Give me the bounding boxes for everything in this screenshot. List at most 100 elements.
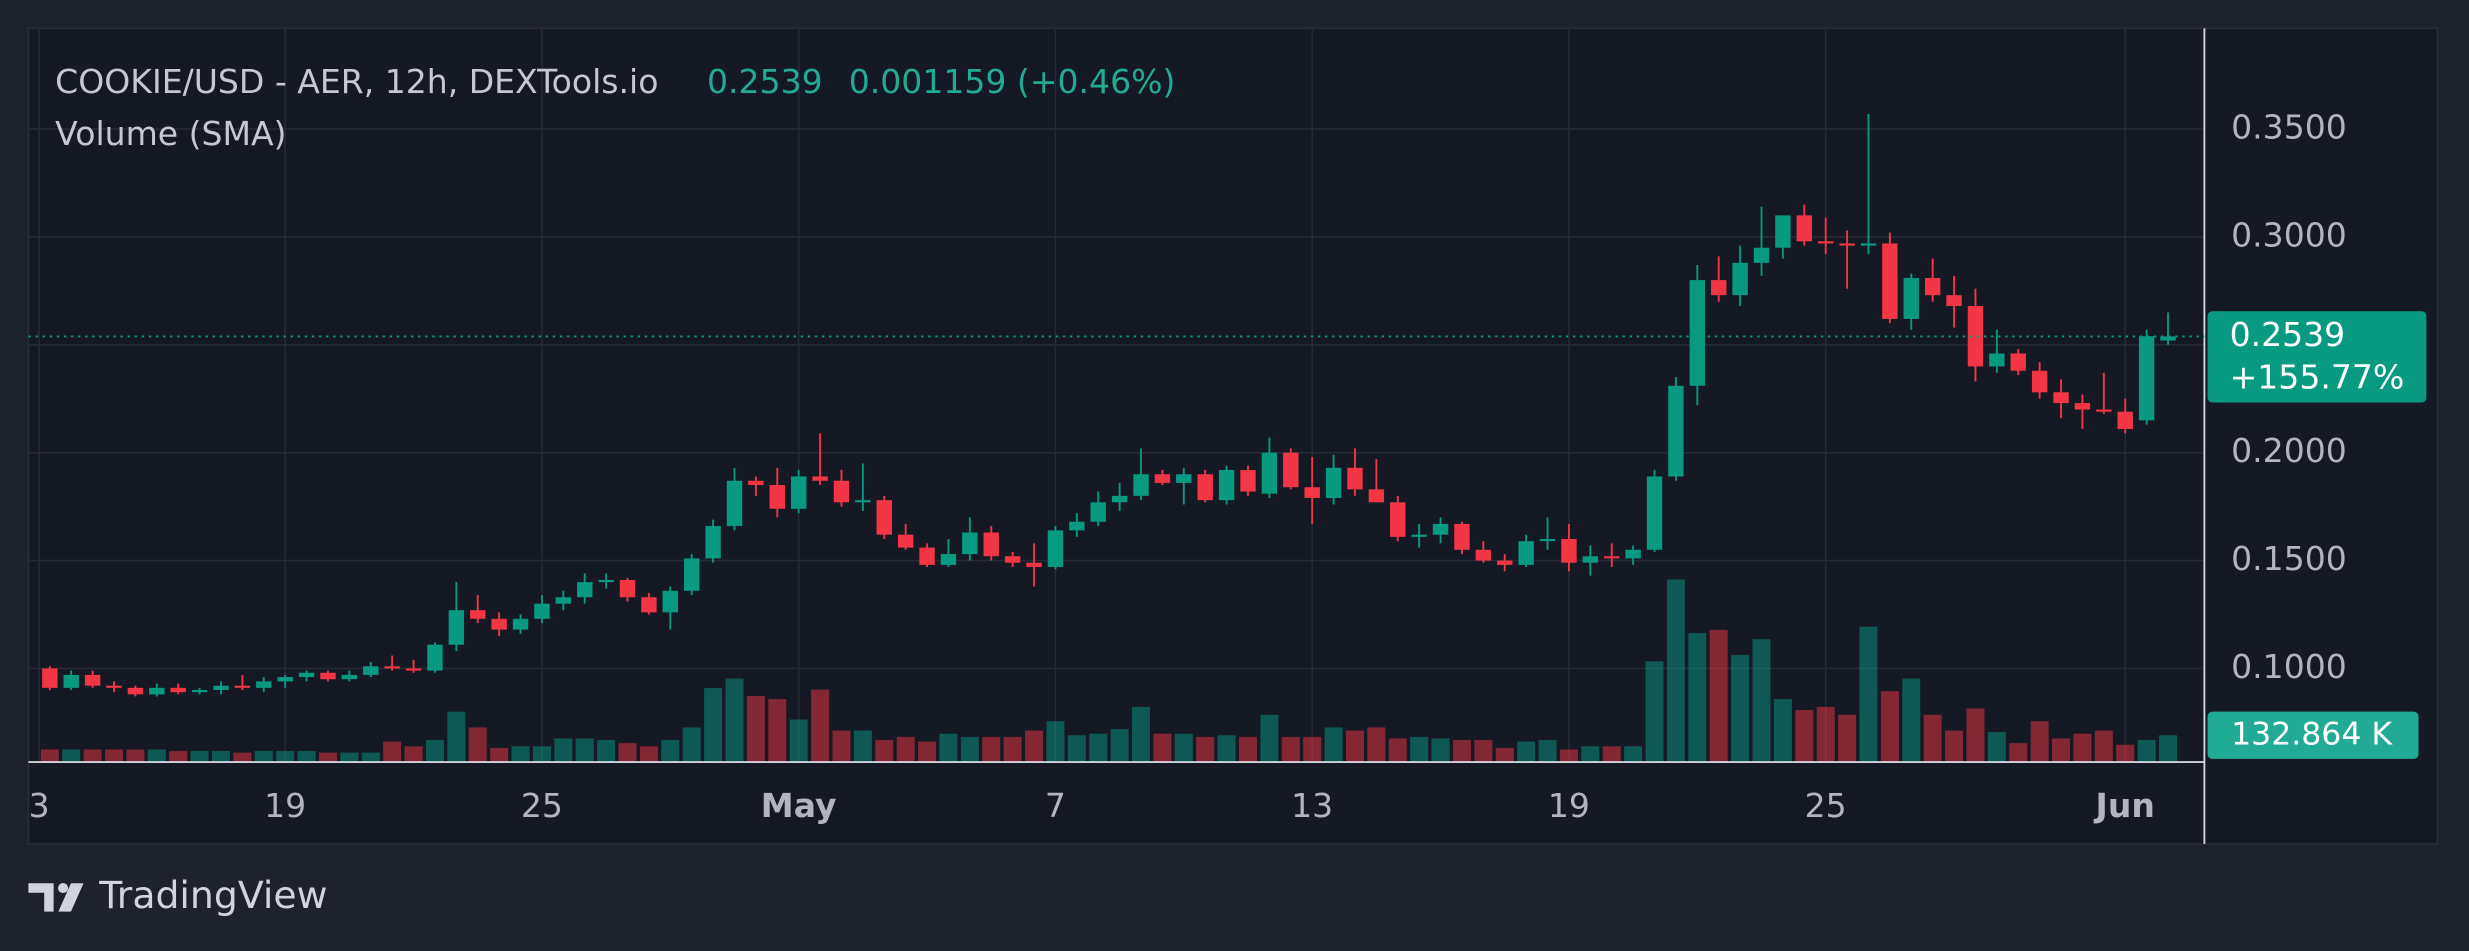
candle-body [341,674,358,680]
volume-bar [276,751,295,763]
x-tick-label: May [761,786,837,825]
volume-bar [254,751,273,763]
volume-bar [361,752,380,763]
candle-body [598,579,614,583]
candle-body [1989,353,2005,367]
candle-body [1004,556,1021,563]
candle-body [1561,538,1577,563]
candle-body [1967,305,1984,367]
candle-body [726,480,743,527]
candle-body [1668,385,1684,477]
volume-bar [1196,736,1215,763]
candle-body [940,554,957,565]
volume-bar [1602,746,1621,763]
candle-body [833,480,850,503]
candle-body [876,500,892,535]
volume-bar [233,752,252,763]
volume-bar [1089,733,1108,763]
volume-bar [2094,730,2113,763]
candle-body [42,668,58,688]
candle-body [1711,280,1727,296]
volume-bar [1581,746,1600,763]
volume-bar [768,699,787,763]
candle-body [790,476,807,509]
volume-bar [875,740,894,763]
candle-body [170,687,186,693]
candle-body [1497,560,1513,565]
volume-bar [554,738,573,763]
candle-body [1732,262,1748,296]
volume-bar [1132,706,1151,763]
volume-bar [746,695,765,763]
candle-body [855,500,871,503]
candle-body [748,480,764,486]
volume-bar [811,689,830,763]
volume-bar [1688,632,1707,763]
candle-body [1689,280,1706,386]
candle-body [2117,411,2133,429]
x-tick-label: 19 [1548,786,1590,825]
volume-bar [1410,736,1429,763]
volume-bar [1067,735,1086,763]
volume-bar [490,747,509,763]
volume-bar [1474,740,1493,763]
volume-bar [190,751,209,763]
candle-body [1946,295,1962,306]
candle-body [84,674,101,686]
candle-body [705,526,721,559]
volume-bar [1281,736,1300,763]
candle-body [619,579,636,598]
volume-bar [2159,735,2178,763]
volume-bar [1987,732,2006,763]
volume-bar [147,749,166,763]
volume-bar [1110,729,1129,763]
volume-bar [1452,740,1471,763]
candle-body [1539,538,1556,542]
volume-bar [682,727,701,763]
volume-bar [511,746,530,763]
candle-body [213,685,229,691]
candle-body [448,610,465,645]
volume-title: Volume (SMA) [55,114,286,153]
price-tag-change: +155.77% [2230,357,2405,396]
volume-bar [1731,655,1750,763]
candle-body [1753,247,1770,263]
volume-bar [661,740,680,763]
volume-bar [1923,714,1942,763]
volume-bar [725,678,744,763]
candle-body [298,672,315,678]
candle-body [1390,502,1406,537]
candle-body [320,672,336,680]
candle-body [1604,556,1620,559]
candle-body [1903,277,1919,319]
volume-bar [789,719,808,763]
candle-body [2031,370,2048,393]
candle-body [577,582,593,598]
volume-bar [1239,736,1257,763]
volume-bar [939,733,958,763]
volume-bar [2030,721,2049,763]
candle-body [1283,452,1299,488]
candle-body [1924,277,1941,296]
volume-bar [639,746,658,763]
candle-body [1775,215,1791,248]
candle-body [555,597,572,604]
candle-body [769,485,785,509]
volume-bar [1217,735,1236,763]
candle-body [491,618,507,630]
y-tick-label: 0.1500 [2231,539,2347,578]
volume-bar [1260,714,1279,763]
candle-body [2138,336,2155,421]
candle-body [1368,489,1385,503]
candle-body [234,685,251,688]
volume-tag [2207,711,2419,759]
volume-bar [126,749,145,763]
volume-bar [404,746,423,763]
x-tick-label: 19 [264,786,306,825]
candle-body [1154,474,1171,483]
volume-bar [1645,661,1664,763]
candle-body [384,666,400,669]
candle-body [1432,523,1449,535]
candle-body [277,677,293,682]
volume-bar [853,730,872,763]
